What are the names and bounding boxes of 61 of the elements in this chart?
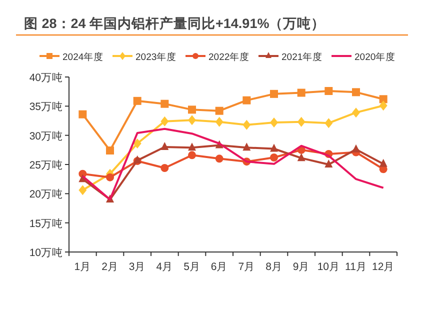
point xyxy=(188,142,196,151)
point xyxy=(188,115,196,126)
point xyxy=(106,173,114,182)
point xyxy=(78,185,87,196)
y-tick-label: 10万吨 xyxy=(29,246,63,259)
y-tick-label: 40万吨 xyxy=(29,71,63,84)
point xyxy=(270,154,278,162)
point xyxy=(352,88,360,96)
x-tick-label: 7月 xyxy=(238,261,256,273)
point xyxy=(215,106,224,115)
point xyxy=(188,106,196,114)
x-tick-label: 2月 xyxy=(102,261,118,273)
y-tick-label: 30万吨 xyxy=(29,129,63,142)
point xyxy=(160,100,169,108)
point xyxy=(133,96,142,105)
point xyxy=(270,118,278,128)
point xyxy=(160,164,169,172)
point xyxy=(160,142,169,150)
x-tick-label: 5月 xyxy=(184,261,200,273)
point xyxy=(297,153,306,162)
y-tick-label: 25万吨 xyxy=(29,158,63,172)
point xyxy=(242,96,251,104)
y-tick-label: 20万吨 xyxy=(29,188,63,201)
x-tick-label: 12月 xyxy=(372,261,395,273)
point xyxy=(297,116,306,127)
point xyxy=(215,116,224,127)
point xyxy=(379,158,388,167)
point xyxy=(242,142,251,151)
x-tick-label: 4月 xyxy=(156,261,174,273)
legend-label: 2022年度 xyxy=(208,51,250,63)
point xyxy=(324,87,333,95)
y-tick-label: 35万吨 xyxy=(29,100,63,114)
point xyxy=(133,138,142,148)
y-tick-label: 15万吨 xyxy=(29,216,63,230)
x-tick-label: 1月 xyxy=(74,261,92,273)
point xyxy=(242,120,251,130)
x-tick-label: 6月 xyxy=(210,261,228,273)
legend-label: 2024年度 xyxy=(62,51,104,63)
x-tick-label: 9月 xyxy=(292,261,310,273)
point xyxy=(352,144,360,152)
point xyxy=(379,100,388,111)
x-tick-label: 8月 xyxy=(266,261,282,273)
point xyxy=(324,160,333,168)
legend-label: 2020年度 xyxy=(354,51,396,63)
x-tick-label: 11月 xyxy=(345,261,367,273)
point xyxy=(160,116,169,126)
point xyxy=(352,108,360,118)
point xyxy=(188,151,196,160)
point xyxy=(78,110,87,118)
point xyxy=(270,144,278,152)
x-tick-label: 10月 xyxy=(317,261,340,273)
legend-label: 2023年度 xyxy=(136,51,177,63)
point xyxy=(106,146,114,154)
point xyxy=(215,154,224,163)
legend-label: 2021年度 xyxy=(282,51,323,63)
point xyxy=(297,88,306,97)
chart-title: 图 28：24 年国内铝杆产量同比+14.91%（万吨） xyxy=(24,15,326,31)
point xyxy=(324,118,333,128)
point xyxy=(379,95,388,104)
x-tick-label: 3月 xyxy=(128,261,146,273)
point xyxy=(270,90,278,98)
